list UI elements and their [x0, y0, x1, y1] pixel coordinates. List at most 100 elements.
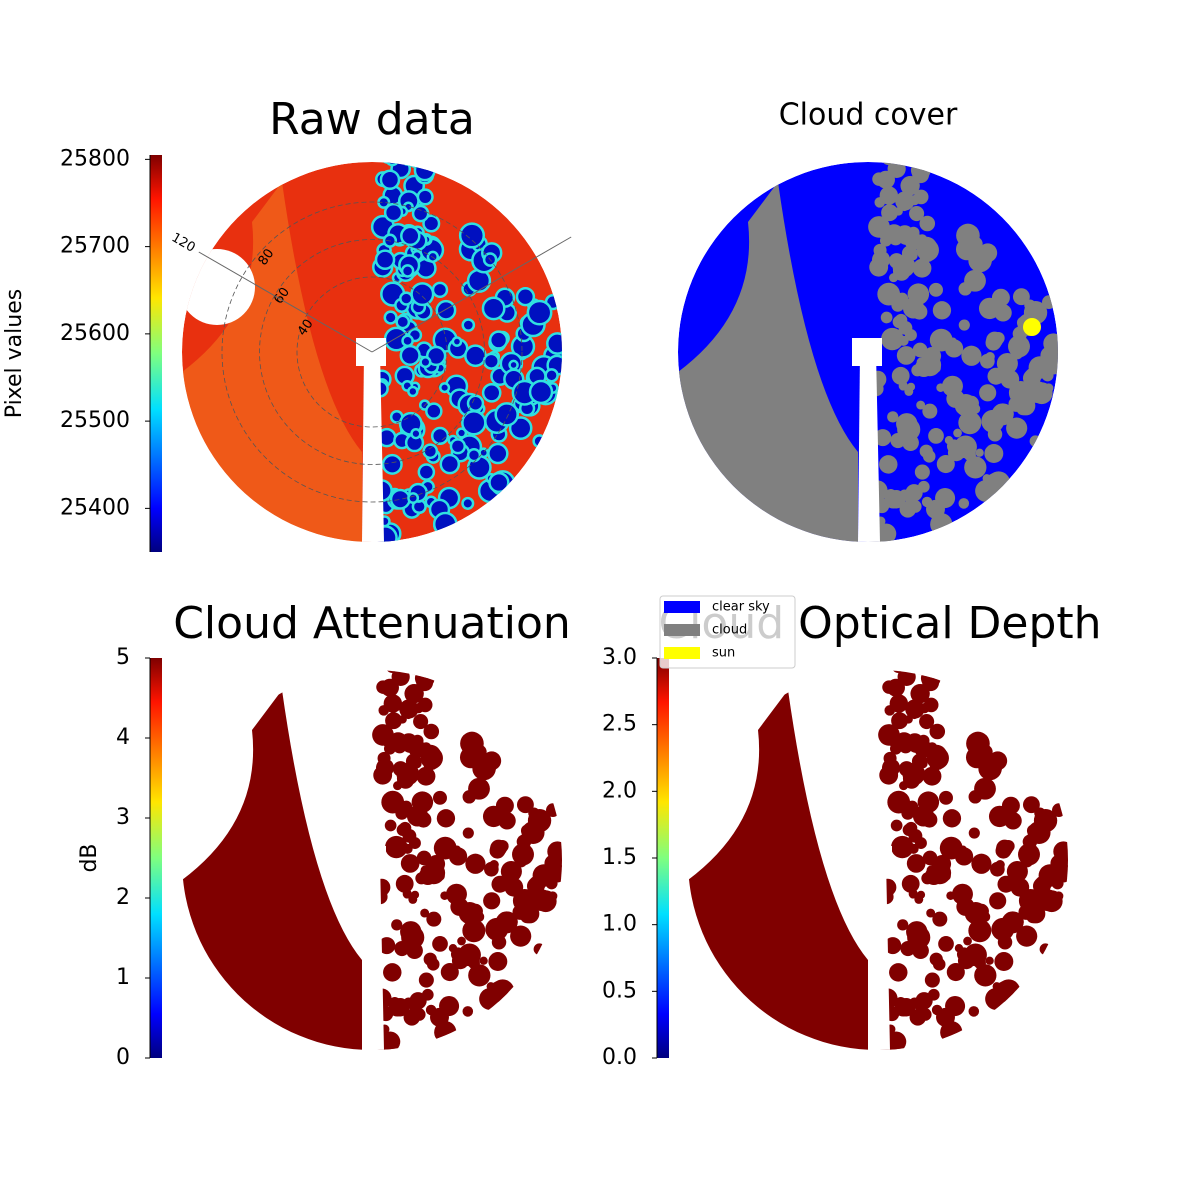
cloud-region	[1036, 889, 1058, 911]
cloud-region	[974, 903, 989, 919]
cloud-region	[417, 463, 436, 481]
cloud-region	[917, 937, 927, 947]
cloud-region	[383, 202, 404, 223]
cloud-region	[946, 439, 961, 454]
cloud-region	[380, 162, 394, 164]
cloud-region	[417, 697, 433, 713]
cloud-region	[484, 761, 497, 774]
image-region	[182, 182, 362, 542]
cloud-region	[678, 182, 858, 542]
cloud-region	[971, 853, 992, 874]
cloud-region	[407, 492, 420, 505]
cloud-region	[874, 429, 892, 447]
cloud-region	[452, 845, 462, 854]
cloud-region	[887, 670, 899, 671]
cloud-region	[408, 894, 418, 904]
cloud-region	[1015, 868, 1024, 877]
cloud-region	[1018, 888, 1043, 913]
cloud-region	[423, 952, 437, 966]
cloud-region	[462, 827, 474, 839]
cloud-region	[887, 790, 911, 814]
cloud-region	[458, 222, 486, 249]
cloud-region	[890, 432, 906, 449]
cloud-region	[1005, 360, 1014, 369]
cloud-region	[425, 402, 443, 420]
cloud-region	[488, 471, 510, 494]
cloud-region	[378, 937, 396, 955]
cloud-region	[890, 819, 903, 832]
cloud-region	[991, 403, 1014, 426]
cloud-region	[924, 972, 940, 988]
cloud-region	[942, 809, 962, 828]
cloud-region	[401, 670, 415, 673]
cloud-region	[968, 1006, 980, 1017]
cloud-region	[426, 250, 439, 263]
cloud-region	[941, 871, 951, 881]
cloud-region	[896, 413, 918, 435]
cloud-region	[908, 843, 919, 854]
cloud-region	[1022, 796, 1040, 814]
cloud-region	[868, 216, 890, 238]
cloud-region	[908, 500, 922, 513]
image-mask	[858, 352, 880, 542]
cloud-region	[479, 956, 488, 965]
cloud-region	[411, 204, 430, 223]
cloud-region	[880, 311, 893, 324]
cloud-region	[879, 455, 898, 474]
cloud-region	[988, 805, 1011, 828]
cloud-region	[481, 382, 502, 403]
colorbar-tick-label: 25500	[60, 408, 130, 433]
cloud-region	[462, 919, 486, 943]
cloud-region	[411, 791, 434, 813]
cloud-region	[509, 868, 518, 877]
panel-title: Cloud cover	[779, 98, 958, 133]
legend-label: clear sky	[712, 600, 770, 615]
cloud-region	[974, 957, 986, 970]
cloud-region	[512, 843, 534, 866]
cloud-region	[489, 981, 509, 1000]
cloud-region	[424, 670, 436, 678]
cloud-region	[404, 710, 413, 720]
cloud-region	[431, 281, 449, 299]
cloud-region	[402, 843, 413, 854]
cloud-region	[887, 490, 906, 509]
cloud-region	[990, 861, 1005, 877]
cloud-region	[958, 498, 970, 509]
cloud-region	[898, 335, 909, 346]
cloud-region	[891, 835, 914, 859]
colorbar-tick-label: 25800	[60, 146, 130, 171]
cloud-region	[906, 854, 926, 873]
cloud-region	[916, 400, 926, 410]
cloud-region	[986, 331, 1003, 349]
cloud-region	[997, 875, 1015, 893]
cloud-region	[966, 731, 990, 756]
cloud-region	[898, 381, 908, 391]
cloud-region	[515, 287, 536, 307]
cloud-region	[526, 299, 553, 326]
cloud-region	[907, 429, 917, 439]
colorbar-label: Pixel values	[2, 289, 27, 418]
cloud-region	[468, 964, 491, 987]
cloud-region	[928, 428, 944, 444]
cloud-region	[401, 734, 420, 753]
image-mask	[868, 860, 890, 1050]
cloud-region	[909, 206, 925, 222]
cloud-region	[914, 1001, 924, 1011]
cloud-region	[923, 346, 942, 365]
cloud-region	[922, 403, 938, 419]
cloud-region	[484, 861, 499, 877]
cloud-region	[985, 473, 1005, 492]
cloud-region	[451, 336, 463, 347]
cloud-region	[416, 766, 436, 786]
cloud-region	[902, 434, 919, 452]
cloud-region	[953, 428, 962, 438]
sun	[1023, 318, 1041, 336]
cloud-region	[436, 809, 456, 828]
cloud-region	[465, 853, 486, 874]
cloud-region	[900, 202, 909, 212]
cloud-region	[413, 162, 436, 182]
cloud-region	[384, 819, 397, 832]
cloud-region	[462, 1006, 474, 1017]
colorbar-tick-label: 4	[116, 725, 130, 750]
colorbar-label: dB	[77, 843, 102, 872]
